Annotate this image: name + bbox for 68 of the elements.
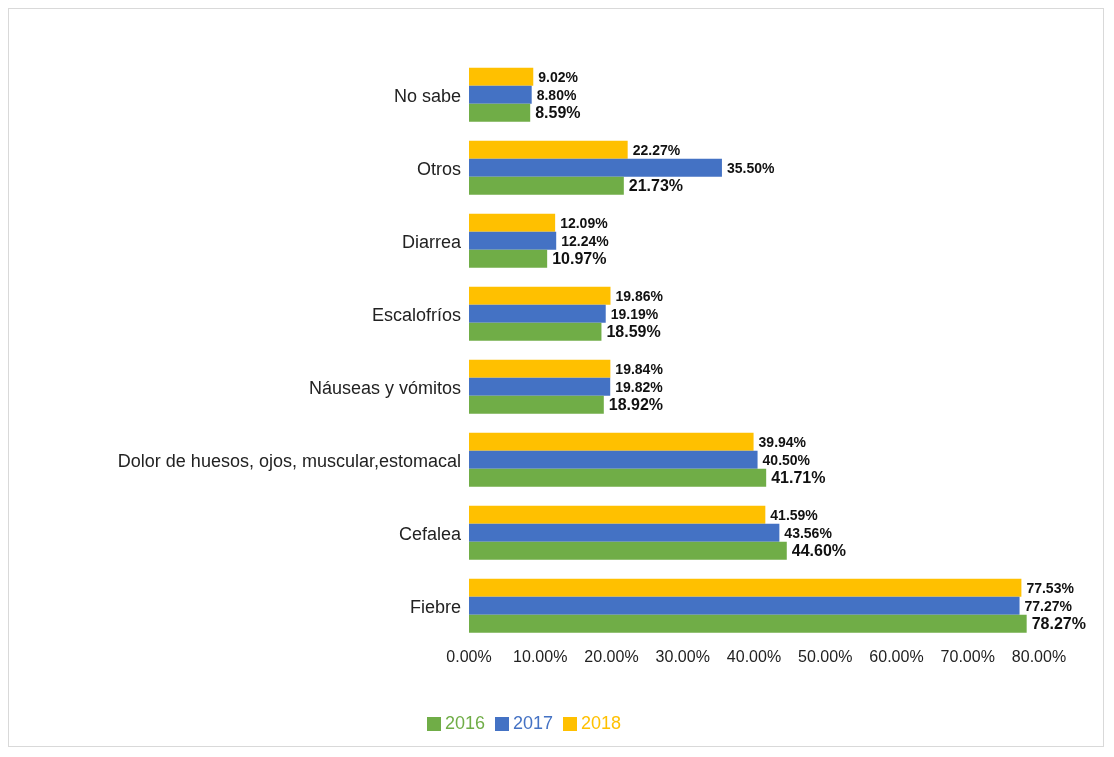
x-tick-label: 0.00%: [446, 648, 492, 666]
bar: [469, 523, 780, 542]
y-tick-label: Cefalea: [398, 523, 462, 544]
bar: [469, 359, 611, 378]
x-tick-label: 40.00%: [726, 648, 782, 666]
bar: [469, 614, 1027, 633]
y-tick-label: Diarrea: [401, 231, 462, 252]
x-tick-label: 70.00%: [940, 648, 995, 666]
bar: [469, 176, 624, 195]
data-label: 18.92%: [608, 396, 664, 414]
data-label: 8.59%: [535, 104, 581, 122]
data-label: 21.73%: [628, 177, 684, 195]
bar: [469, 231, 557, 250]
bar: [469, 596, 1020, 615]
data-label: 19.82%: [615, 378, 664, 395]
data-label: 44.60%: [791, 542, 847, 560]
bar: [469, 249, 548, 268]
y-tick-label: No sabe: [393, 85, 461, 106]
data-label: 41.71%: [771, 469, 826, 487]
data-label: 9.02%: [538, 68, 579, 85]
bar: [469, 304, 606, 323]
data-label: 19.86%: [615, 287, 664, 304]
data-label: 19.84%: [615, 360, 664, 377]
bar: [469, 286, 611, 305]
bar: [469, 505, 766, 524]
bar: [469, 432, 754, 451]
bar: [469, 541, 787, 560]
y-tick-label: Escalofríos: [371, 304, 461, 325]
bar: [469, 158, 722, 177]
data-label: 43.56%: [784, 524, 833, 541]
y-tick-label: Náuseas y vómitos: [308, 377, 461, 398]
data-label: 41.59%: [770, 506, 819, 523]
bar: [469, 67, 534, 86]
y-tick-label: Fiebre: [409, 596, 461, 617]
data-label: 77.27%: [1024, 597, 1073, 614]
bar: [469, 468, 767, 487]
data-label: 40.50%: [762, 451, 811, 468]
legend-label: 2018: [581, 713, 622, 733]
x-tick-label: 30.00%: [655, 648, 710, 666]
bar: [469, 377, 611, 396]
bar: [469, 140, 628, 159]
data-label: 22.27%: [632, 141, 681, 158]
data-label: 12.09%: [560, 214, 609, 231]
x-tick-label: 20.00%: [584, 648, 639, 666]
bar: [469, 578, 1022, 597]
legend-label: 2017: [512, 713, 554, 733]
data-label: 77.53%: [1026, 579, 1075, 596]
x-tick-label: 60.00%: [869, 648, 924, 666]
data-label: 19.19%: [610, 305, 659, 322]
x-tick-label: 50.00%: [798, 648, 853, 666]
legend-label: 2016: [444, 713, 485, 733]
data-label: 39.94%: [758, 433, 807, 450]
bar: [469, 85, 532, 104]
data-label: 78.27%: [1031, 615, 1086, 633]
x-tick-label: 10.00%: [513, 648, 568, 666]
bar: [469, 103, 531, 122]
data-label: 18.59%: [606, 323, 661, 341]
data-label: 10.97%: [552, 250, 607, 268]
bar: [469, 450, 758, 469]
data-label: 12.24%: [561, 232, 610, 249]
bar: [469, 395, 604, 414]
data-label: 35.50%: [726, 159, 775, 176]
bar: [469, 322, 602, 341]
bar: [469, 213, 556, 232]
x-tick-label: 80.00%: [1011, 648, 1067, 666]
data-label: 8.80%: [536, 86, 577, 103]
y-tick-label: Otros: [416, 158, 461, 179]
y-tick-label: Dolor de huesos, ojos, muscular,estomacal: [117, 450, 461, 471]
